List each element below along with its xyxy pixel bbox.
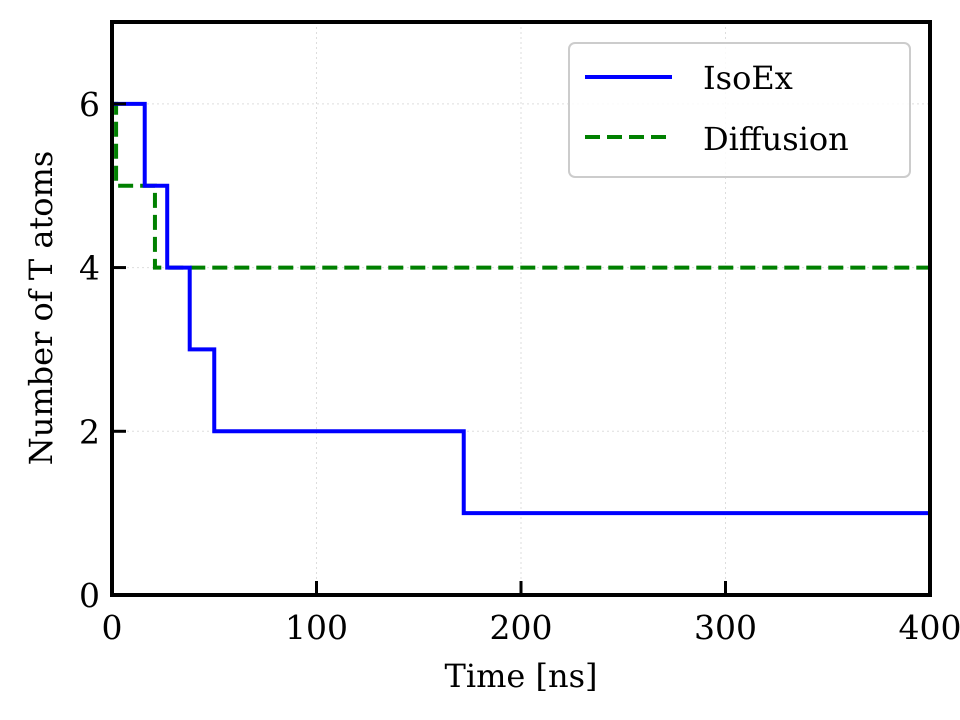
y-tick-label: 2 bbox=[79, 412, 100, 451]
legend: IsoEx Diffusion bbox=[568, 42, 911, 178]
legend-label-isoex: IsoEx bbox=[703, 59, 793, 97]
x-tick-label: 100 bbox=[285, 608, 348, 647]
y-axis-label: Number of T atoms bbox=[22, 151, 60, 466]
x-tick-label: 200 bbox=[490, 608, 553, 647]
x-tick-label: 0 bbox=[102, 608, 123, 647]
y-tick-label: 6 bbox=[79, 85, 100, 124]
y-tick-label: 0 bbox=[79, 576, 100, 615]
x-axis-label: Time [ns] bbox=[444, 657, 597, 695]
y-tick-label: 4 bbox=[79, 249, 100, 288]
ticks: 0 100 200 300 400 0 2 4 6 bbox=[79, 85, 960, 647]
x-tick-label: 400 bbox=[899, 608, 960, 647]
x-tick-label: 300 bbox=[694, 608, 757, 647]
series-line-isoex bbox=[112, 101, 930, 516]
legend-label-diffusion: Diffusion bbox=[703, 120, 849, 158]
